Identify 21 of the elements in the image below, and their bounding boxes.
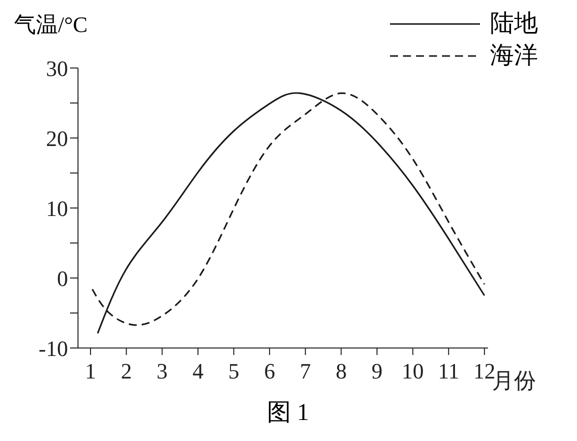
x-tick-label: 6	[264, 358, 276, 384]
x-tick-label: 1	[85, 358, 96, 384]
y-tick-label: 20	[46, 126, 68, 151]
x-tick-label: 5	[228, 358, 240, 384]
x-tick-label: 12	[473, 358, 496, 384]
y-tick-label: 10	[46, 196, 68, 221]
legend-label: 陆地	[490, 10, 538, 39]
y-tick-label: 30	[46, 56, 68, 81]
y-tick-label: -10	[38, 336, 68, 361]
caption: 图 1	[266, 399, 310, 428]
y-tick-label: 0	[57, 266, 68, 291]
x-tick-label: 3	[156, 358, 168, 384]
x-tick-label: 10	[402, 358, 424, 384]
legend-label: 海洋	[490, 42, 538, 71]
x-tick-label: 2	[120, 358, 132, 384]
y-axis-title: 气温/°C	[14, 11, 88, 39]
x-tick-label: 11	[438, 358, 460, 384]
x-tick-label: 9	[371, 358, 382, 384]
x-tick-label: 4	[192, 358, 204, 384]
x-tick-label: 7	[300, 358, 311, 384]
x-tick-label: 8	[336, 358, 347, 384]
